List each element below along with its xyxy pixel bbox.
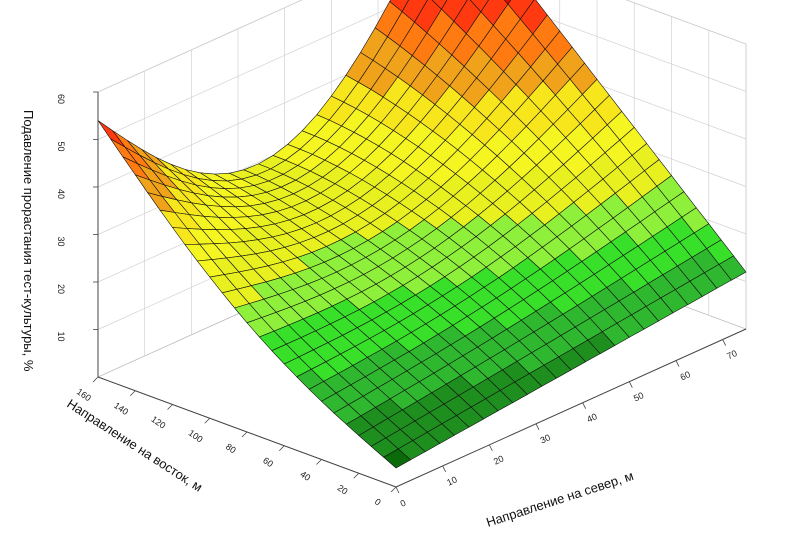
grid-line [97,0,747,93]
y-tick-label: 20 [336,483,350,497]
x-tick-label: 0 [399,498,408,509]
surface-mesh [97,0,747,469]
z-axis-label: Подавление прорастания тест-культуры, % [21,110,36,372]
y-tick-mark [241,431,248,438]
x-tick-label: 60 [679,369,692,382]
y-tick-label: 140 [112,400,130,417]
x-tick-mark [628,381,633,388]
x-tick-mark [395,486,400,494]
y-tick-label: 120 [149,414,167,431]
x-tick-mark [442,465,447,473]
x-tick-mark [722,339,727,346]
z-tick-label: 20 [56,284,66,294]
y-axis-label: Направление на восток, м [64,396,205,495]
y-tick-mark [278,445,285,452]
x-axis-line [395,328,747,488]
y-tick-label: 60 [261,455,275,469]
y-tick-label: 40 [298,469,312,483]
grid-line [97,0,747,140]
y-tick-label: 80 [224,441,238,455]
x-tick-mark [535,423,540,430]
z-tick-label: 50 [56,142,66,152]
tick-labels: 0102030405060700204060801001201401601020… [56,94,739,509]
z-tick-label: 30 [56,237,66,247]
surface-cell [383,448,412,469]
y-tick-mark [92,376,99,383]
z-tick-label: 10 [56,332,66,342]
x-tick-label: 40 [585,411,598,424]
y-tick-mark [129,390,136,397]
y-tick-mark [167,404,173,410]
axes [92,91,747,494]
y-tick-mark [316,459,322,465]
y-tick-mark [204,417,211,424]
y-tick-mark [353,472,360,479]
y-tick-mark [390,486,397,493]
x-tick-label: 70 [725,348,738,361]
surface-cell [503,0,512,5]
x-tick-mark [675,360,680,367]
z-tick-label: 40 [56,189,66,199]
y-tick-label: 0 [373,496,383,507]
x-tick-label: 50 [632,390,645,403]
x-tick-mark [582,402,587,409]
z-tick-label: 60 [56,94,66,104]
y-tick-label: 100 [187,428,205,445]
x-tick-label: 20 [492,453,505,466]
x-axis-label: Направление на север, м [484,468,635,530]
x-tick-label: 10 [445,474,458,487]
x-tick-label: 30 [539,432,552,445]
x-tick-mark [488,444,493,452]
